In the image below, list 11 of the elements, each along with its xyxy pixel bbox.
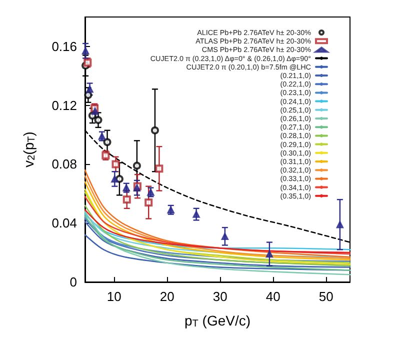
y-tick-label: 0.12 [52, 98, 77, 113]
y-tick-label: 0.04 [52, 216, 77, 231]
x-tick-label: 20 [160, 289, 174, 304]
y-tick-label: 0.08 [52, 156, 77, 172]
x-tick-label: 50 [318, 289, 334, 304]
x-tick-label: 10 [106, 289, 122, 304]
y-tick-label: 0 [70, 274, 77, 290]
x-tick-label: 40 [266, 289, 280, 304]
y-tick-label: 0.16 [52, 38, 77, 54]
y-axis-title: v2(pT) [20, 132, 38, 168]
x-tick-label: 30 [212, 289, 228, 304]
